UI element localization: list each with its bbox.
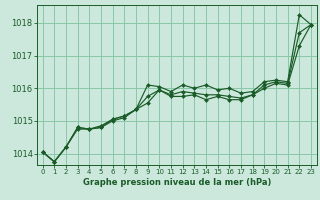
X-axis label: Graphe pression niveau de la mer (hPa): Graphe pression niveau de la mer (hPa) [83, 178, 271, 187]
